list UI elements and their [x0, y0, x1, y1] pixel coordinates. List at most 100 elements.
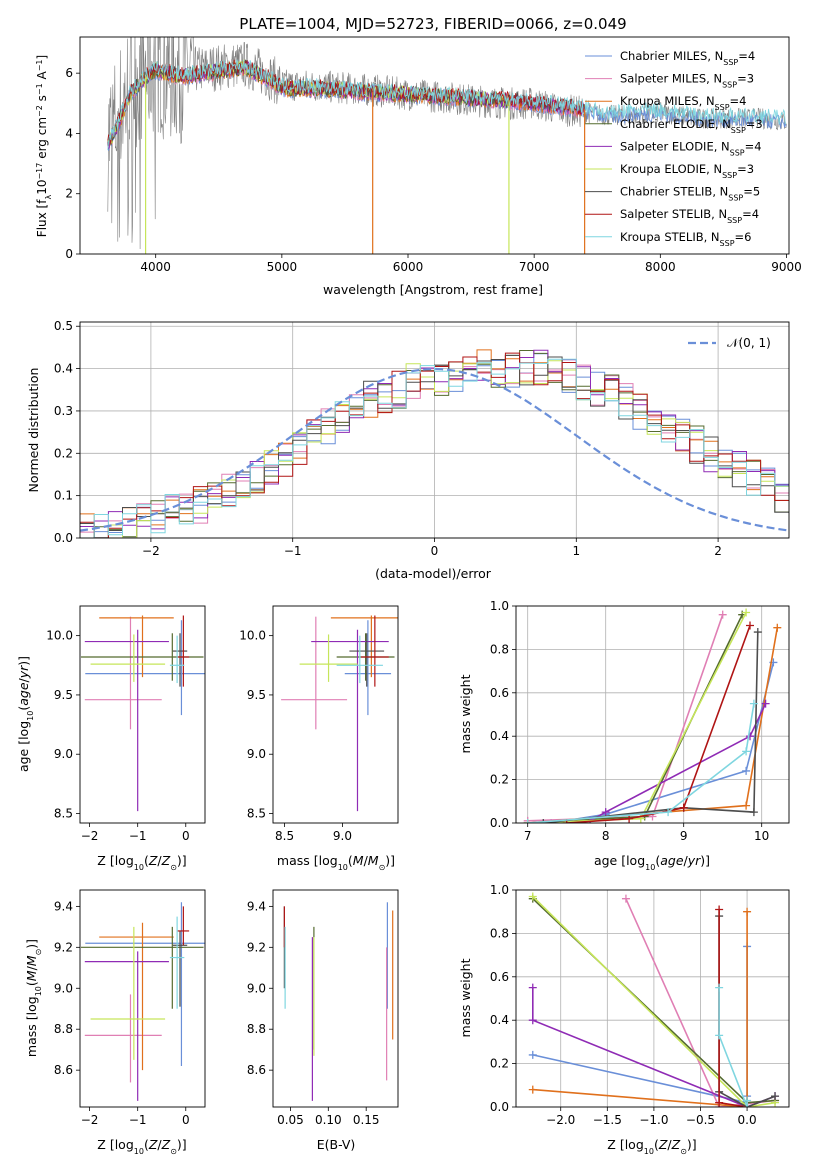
error-bar-point — [84, 616, 162, 730]
weight-series — [523, 699, 758, 823]
label-part: Salpeter ELODIE, N — [620, 139, 730, 153]
ticks: 8.5 9.0 8.5 9.0 9.5 10.0 — [239, 629, 352, 843]
label-part: Z [log — [97, 1137, 133, 1152]
error-bar-point — [330, 615, 398, 678]
ticks: 0.05 0.10 0.15 8.6 8.8 9.0 9.2 9.4 — [247, 899, 380, 1127]
error-bar-point — [177, 615, 190, 687]
label-part: SSP — [720, 238, 735, 247]
label-part: mass [log — [24, 996, 39, 1057]
label-part: Chabrier MILES, N — [620, 49, 723, 63]
label-part: =4 — [745, 139, 762, 153]
panel-residuals: −2 −1 0 1 2 0.0 0.1 0.2 0.3 0.4 0.5 𝒩(0, 1) (data-mo… — [26, 319, 790, 581]
x-tick-label: −2 — [81, 829, 99, 843]
legend-entry: Chabrier ELODIE, NSSP=3 — [620, 117, 763, 135]
error-bar-point — [99, 615, 174, 678]
label-part: M — [24, 970, 39, 981]
label-part: =3 — [737, 162, 754, 176]
label-part: ( — [24, 981, 39, 986]
x-tick-label: 10 — [754, 829, 769, 843]
y-tick-label: 9.2 — [54, 940, 73, 954]
axes-frame — [79, 889, 206, 1108]
error-bar-point — [80, 926, 204, 1009]
label-part: −2 — [35, 105, 44, 117]
legend-entry: Salpeter STELIB, NSSP=4 — [620, 207, 759, 225]
weight-line — [532, 895, 776, 1107]
label-part: / — [24, 965, 39, 970]
y-tick-label: 0.8 — [490, 926, 509, 940]
label-part: SSP — [730, 148, 745, 157]
plot-area — [281, 615, 398, 812]
label-part: λ — [44, 195, 53, 200]
y-tick-label: 9.4 — [247, 899, 266, 913]
x-tick-label: 4000 — [140, 260, 171, 274]
weight-line — [532, 911, 748, 1107]
label-part: Z [log — [607, 1137, 643, 1152]
y-axis-label: age [log10(age/yr)] — [16, 656, 35, 772]
panel-weight-vs-z: −2.0 −1.5 −1.0 −0.5 0.0 0.0 0.2 0.4 0.6 0.8 1.0 Z [… — [458, 883, 790, 1156]
label-part: age [log — [16, 721, 31, 772]
x-axis-label: Z [log10(Z/Z⊙)] — [97, 1137, 186, 1156]
label-part: )] — [177, 853, 187, 868]
y-tick-label: 8.5 — [54, 807, 73, 821]
x-tick-label: 9 — [680, 829, 688, 843]
error-bar-point — [169, 916, 185, 1009]
label-part: ( — [144, 853, 149, 868]
error-bar-point — [85, 902, 205, 1067]
label-part: −1 — [35, 59, 44, 71]
weight-marker — [715, 1031, 724, 1040]
plot-area — [528, 892, 780, 1107]
y-tick-label: 0.1 — [54, 489, 73, 503]
error-bar-point — [90, 926, 166, 1060]
x-tick-label: −1 — [129, 829, 147, 843]
label-part: Z — [148, 853, 158, 868]
weight-marker — [715, 983, 724, 992]
weight-marker — [743, 907, 752, 916]
x-tick-label: 0 — [182, 829, 190, 843]
y-tick-label: 0.0 — [54, 531, 73, 545]
y-tick-label: 0.2 — [490, 773, 509, 787]
label-part: erg cm — [35, 117, 49, 163]
weight-marker — [601, 808, 610, 817]
y-tick-label: 8.8 — [54, 1022, 73, 1036]
label-part: mass [log — [277, 853, 338, 868]
x-tick-label: 1 — [572, 544, 580, 558]
axes-frame — [272, 889, 399, 1108]
y-tick-label: 2 — [65, 187, 73, 201]
label-part: ( — [654, 1137, 659, 1152]
legend-entry: Chabrier STELIB, NSSP=5 — [620, 185, 760, 203]
error-bar-point — [84, 951, 169, 1101]
weight-line — [589, 703, 767, 822]
label-part: ⊙ — [379, 863, 386, 872]
legend-entry: Salpeter MILES, NSSP=3 — [620, 72, 754, 90]
weight-series — [715, 983, 752, 1107]
weight-marker — [746, 732, 754, 741]
model-spectrum — [107, 59, 585, 144]
weight-marker — [743, 1096, 752, 1105]
y-tick-label: 0.8 — [490, 642, 509, 656]
legend-entry: Chabrier MILES, NSSP=4 — [620, 49, 755, 67]
label-part: =3 — [737, 72, 754, 86]
weight-marker — [625, 814, 634, 823]
label-part: ( — [655, 853, 660, 868]
y-tick-label: 8.6 — [54, 1063, 73, 1077]
label-part: Kroupa MILES, N — [620, 94, 715, 108]
label-part: −1 — [35, 83, 44, 95]
label-part: / — [157, 1137, 162, 1152]
weight-marker — [528, 1050, 537, 1059]
x-tick-label: 9.0 — [333, 829, 352, 843]
label-part: Flux [f — [35, 199, 49, 237]
label-part: Kroupa ELODIE, N — [620, 162, 722, 176]
axes-frame — [79, 605, 206, 824]
label-part: 10 — [338, 863, 348, 872]
x-axis-label: Z [log10(Z/Z⊙)] — [607, 1137, 696, 1156]
x-tick-label: 8000 — [645, 260, 676, 274]
error-bar-point — [99, 922, 174, 1071]
x-tick-label: 9000 — [771, 260, 802, 274]
legend-entry: Kroupa MILES, NSSP=4 — [620, 94, 746, 112]
label-part: SSP — [722, 80, 737, 89]
y-tick-label: 0.6 — [490, 970, 509, 984]
x-tick-label: −1.0 — [639, 1113, 668, 1127]
label-part: / — [684, 853, 689, 868]
label-part: 10 — [644, 1147, 654, 1156]
